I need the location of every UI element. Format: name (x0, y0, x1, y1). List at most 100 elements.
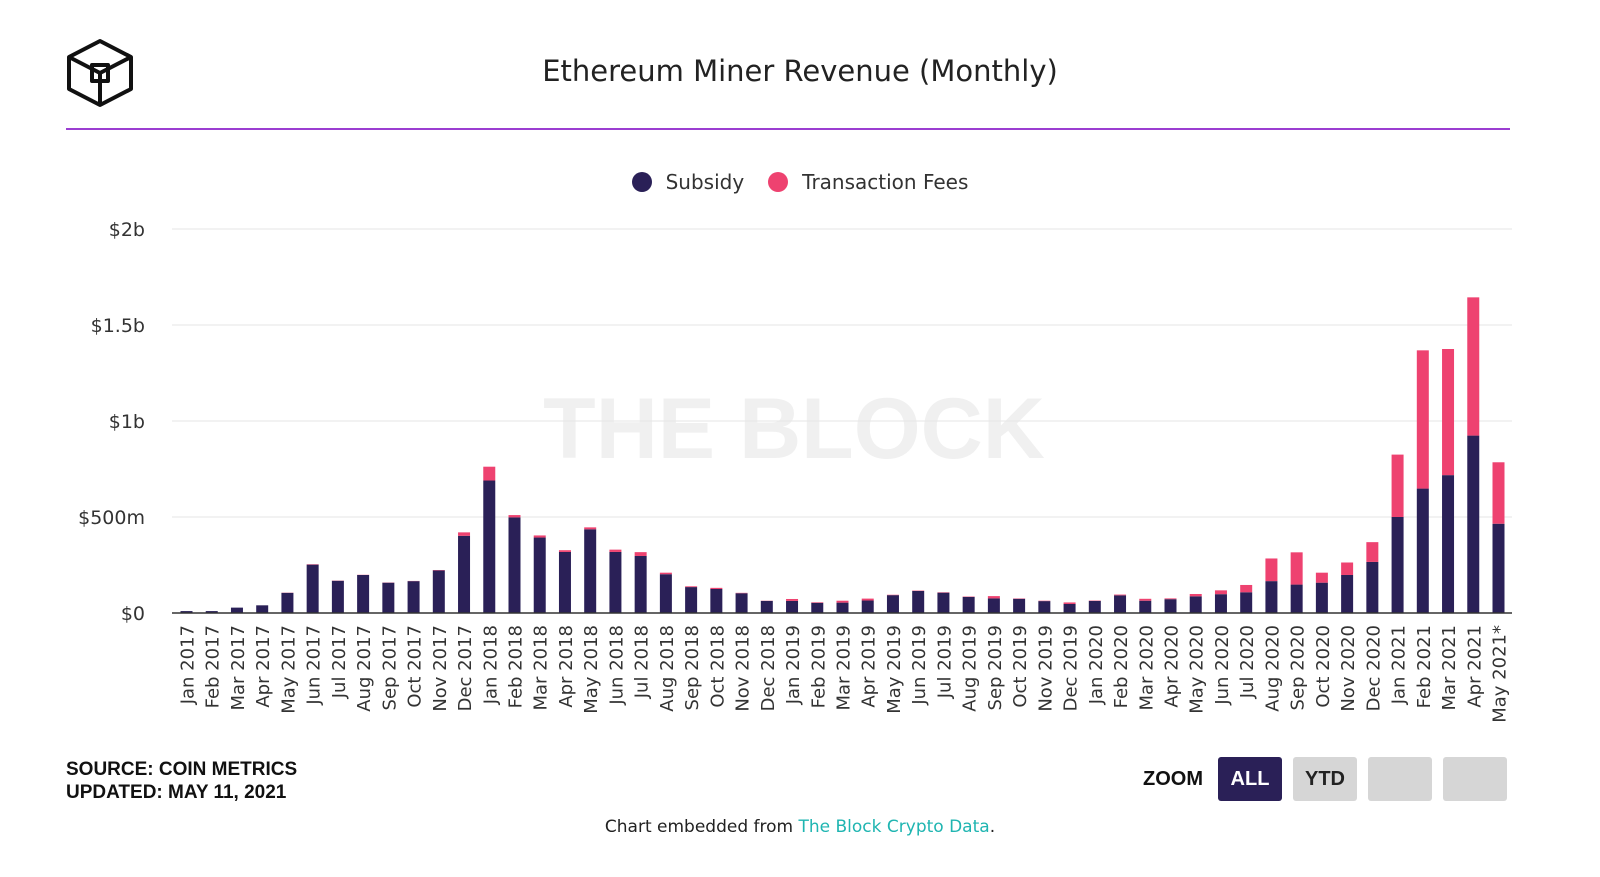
bar-subsidy (1013, 598, 1026, 613)
source-note: SOURCE: COIN METRICS UPDATED: MAY 11, 20… (66, 758, 297, 804)
zoom-ytd-button[interactable]: YTD (1293, 757, 1357, 801)
x-tick-label: Nov 2020 (1338, 625, 1359, 712)
bar-subsidy (861, 600, 874, 613)
x-tick-label: Sep 2020 (1288, 625, 1309, 710)
credit-link[interactable]: The Block Crypto Data (798, 817, 990, 837)
bar-subsidy (634, 555, 647, 613)
watermark: THE BLOCK (543, 381, 1045, 477)
bar-transaction-fees (1290, 552, 1303, 585)
x-tick-label: Jun 2017 (304, 625, 325, 706)
bar-subsidy (256, 605, 269, 613)
bar-subsidy (735, 593, 748, 613)
x-tick-label: Nov 2017 (430, 625, 451, 712)
title-divider (66, 128, 1510, 130)
bar-transaction-fees (685, 586, 698, 588)
bar-subsidy (886, 595, 899, 613)
bar-subsidy (558, 551, 571, 613)
bar-transaction-fees (1416, 350, 1429, 489)
bar-subsidy (508, 517, 521, 613)
x-tick-label: Sep 2019 (985, 625, 1006, 710)
legend-swatch-transaction-fees (768, 172, 789, 192)
bar-transaction-fees (1139, 598, 1152, 601)
bar-subsidy (710, 589, 723, 613)
bar-subsidy (205, 611, 218, 613)
y-tick-label: $0 (121, 603, 145, 625)
x-tick-label: Aug 2019 (960, 625, 981, 712)
bar-subsidy (811, 602, 824, 613)
legend-label-subsidy: Subsidy (665, 170, 745, 194)
bar-subsidy (458, 535, 471, 613)
zoom-button-3[interactable] (1368, 757, 1432, 801)
bar-transaction-fees (1189, 593, 1202, 597)
credit-suffix: . (989, 817, 996, 837)
x-tick-label: Apr 2021 (1464, 625, 1485, 708)
bar-subsidy (1240, 592, 1253, 613)
bar-transaction-fees (1341, 562, 1354, 575)
x-tick-label: Jan 2018 (480, 625, 501, 705)
bar-transaction-fees (1467, 297, 1480, 436)
bar-subsidy (533, 537, 546, 613)
bar-transaction-fees (1164, 598, 1177, 600)
bar-subsidy (1341, 574, 1354, 613)
bar-subsidy (1063, 603, 1076, 613)
bar-subsidy (1366, 561, 1379, 613)
embed-credit: Chart embedded from The Block Crypto Dat… (0, 817, 1600, 837)
zoom-all-button[interactable]: ALL (1218, 757, 1282, 801)
x-tick-label: Aug 2020 (1262, 625, 1283, 712)
bar-transaction-fees (584, 527, 597, 530)
x-tick-label: Feb 2017 (203, 625, 224, 708)
x-tick-label: May 2021* (1490, 625, 1511, 723)
zoom-button-4[interactable] (1443, 757, 1507, 801)
bar-subsidy (685, 587, 698, 613)
credit-prefix: Chart embedded from (604, 817, 799, 837)
bar-transaction-fees (836, 600, 849, 603)
bar-subsidy (1164, 599, 1177, 613)
y-tick-label: $2b (109, 219, 145, 241)
bar-transaction-fees (1063, 602, 1076, 604)
bar-transaction-fees (1492, 462, 1505, 524)
zoom-controls: ZOOM ALL YTD (1143, 757, 1507, 801)
x-tick-label: Sep 2018 (682, 625, 703, 710)
legend-item-subsidy[interactable]: Subsidy (631, 170, 745, 194)
bar-transaction-fees (1114, 594, 1127, 596)
bar-subsidy (1139, 600, 1152, 613)
x-tick-label: May 2017 (278, 625, 299, 714)
updated-text: UPDATED: MAY 11, 2021 (66, 782, 287, 803)
x-tick-label: Mar 2019 (834, 625, 855, 711)
x-tick-label: May 2018 (581, 625, 602, 714)
bar-transaction-fees (558, 550, 571, 552)
bar-subsidy (331, 580, 344, 613)
x-tick-label: Jan 2017 (178, 625, 199, 705)
bar-transaction-fees (1442, 349, 1455, 476)
bar-subsidy (1467, 435, 1480, 613)
y-tick-label: $1.5b (91, 315, 145, 337)
legend-item-transaction-fees[interactable]: Transaction Fees (768, 170, 968, 194)
source-text: SOURCE: COIN METRICS (66, 759, 298, 780)
bar-transaction-fees (533, 535, 546, 538)
bar-subsidy (962, 596, 975, 613)
bar-subsidy (1315, 582, 1328, 613)
bar-transaction-fees (659, 572, 672, 575)
x-tick-label: Apr 2020 (1162, 625, 1183, 708)
x-tick-label: Dec 2018 (758, 625, 779, 711)
x-tick-label: Feb 2020 (1111, 625, 1132, 708)
bar-subsidy (1189, 596, 1202, 613)
bar-subsidy (609, 551, 622, 613)
bar-subsidy (786, 600, 799, 613)
x-tick-label: May 2020 (1187, 625, 1208, 714)
chart-legend: Subsidy Transaction Fees (0, 170, 1600, 194)
x-tick-label: Jan 2020 (1086, 625, 1107, 705)
bar-subsidy (659, 574, 672, 613)
bar-subsidy (483, 480, 496, 613)
bar-transaction-fees (1366, 542, 1379, 562)
bar-transaction-fees (1391, 454, 1404, 517)
bar-subsidy (584, 529, 597, 613)
bar-transaction-fees (508, 515, 521, 518)
x-tick-label: Apr 2018 (556, 625, 577, 708)
x-tick-label: Aug 2018 (657, 625, 678, 712)
x-tick-label: Oct 2018 (707, 625, 728, 708)
x-tick-label: Oct 2017 (405, 625, 426, 708)
x-tick-label: Jul 2018 (632, 625, 653, 699)
x-tick-label: Feb 2019 (808, 625, 829, 708)
x-tick-label: Apr 2017 (253, 625, 274, 708)
